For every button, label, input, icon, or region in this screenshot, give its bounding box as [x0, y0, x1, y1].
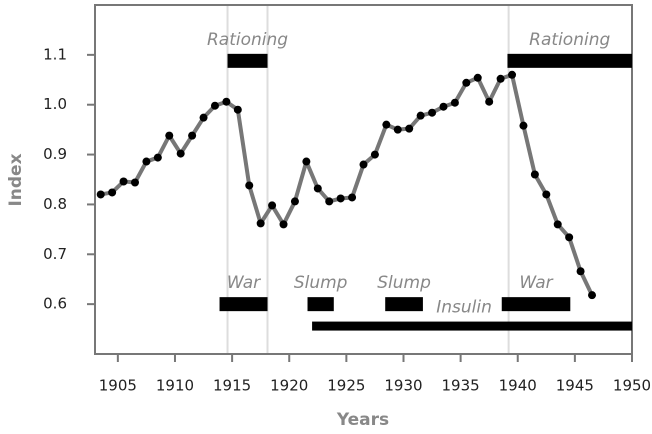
period-label: War	[227, 273, 261, 293]
point	[542, 190, 551, 199]
x-tick-label: 1950	[613, 377, 651, 395]
plot-frame	[94, 4, 633, 355]
y-axis-label: Index	[6, 153, 26, 206]
period-label: Rationing	[207, 30, 288, 50]
point	[290, 197, 299, 206]
point	[108, 188, 117, 197]
x-axis-label: Years	[336, 410, 389, 430]
point	[325, 197, 334, 206]
point	[268, 201, 277, 210]
x-tick-label: 1930	[384, 377, 422, 395]
x-tick-label: 1945	[556, 377, 594, 395]
point	[336, 194, 345, 203]
point	[405, 124, 414, 133]
point	[576, 267, 585, 276]
period-bar	[507, 53, 632, 68]
x-tick-label: 1935	[442, 377, 480, 395]
point	[359, 160, 368, 169]
point	[279, 220, 288, 229]
point	[508, 70, 517, 79]
y-tick-label: 1.1	[43, 45, 67, 63]
x-tick-label: 1915	[213, 377, 251, 395]
point	[302, 157, 311, 166]
point	[416, 111, 425, 120]
x-tick-label: 1905	[99, 377, 137, 395]
x-tick-label: 1925	[327, 377, 365, 395]
point	[165, 131, 174, 140]
period-label: War	[519, 273, 553, 293]
y-tick-label: 1.0	[43, 95, 67, 113]
point	[188, 131, 197, 140]
point	[96, 190, 105, 199]
point	[199, 113, 208, 122]
point	[348, 193, 357, 202]
point	[393, 125, 402, 134]
point	[210, 101, 219, 110]
point	[428, 108, 437, 117]
point	[588, 291, 597, 300]
point	[245, 181, 254, 190]
point	[496, 74, 505, 83]
period-bar	[385, 297, 423, 312]
point	[222, 97, 231, 106]
point	[485, 97, 494, 106]
y-tick-label: 0.8	[43, 195, 67, 213]
x-tick-label: 1920	[270, 377, 308, 395]
point	[519, 121, 528, 130]
point	[439, 102, 448, 111]
point	[553, 220, 562, 229]
period-label: Insulin	[436, 298, 492, 318]
line	[100, 72, 594, 297]
period-label: Rationing	[529, 30, 610, 50]
point	[176, 149, 185, 158]
point	[382, 120, 391, 129]
period-bar	[219, 297, 268, 312]
x-tick-label: 1940	[499, 377, 537, 395]
y-tick-label: 0.7	[43, 245, 67, 263]
point	[450, 98, 459, 107]
point	[530, 170, 539, 179]
x-tick-label: 1910	[156, 377, 194, 395]
period-label: Slump	[377, 273, 431, 293]
y-tick-label: 0.6	[43, 295, 67, 313]
period-bar	[501, 297, 571, 312]
y-tick-label: 0.9	[43, 145, 67, 163]
point	[153, 153, 162, 162]
period-bar	[227, 53, 268, 68]
point	[142, 157, 151, 166]
point	[313, 184, 322, 193]
point	[256, 219, 265, 228]
period-bar	[312, 321, 632, 331]
point	[370, 150, 379, 159]
point	[233, 105, 242, 114]
point	[462, 78, 471, 87]
point	[565, 233, 574, 242]
point	[119, 177, 128, 186]
point	[130, 178, 139, 187]
period-bar	[307, 297, 334, 312]
point	[473, 73, 482, 82]
period-label: Slump	[294, 273, 348, 293]
